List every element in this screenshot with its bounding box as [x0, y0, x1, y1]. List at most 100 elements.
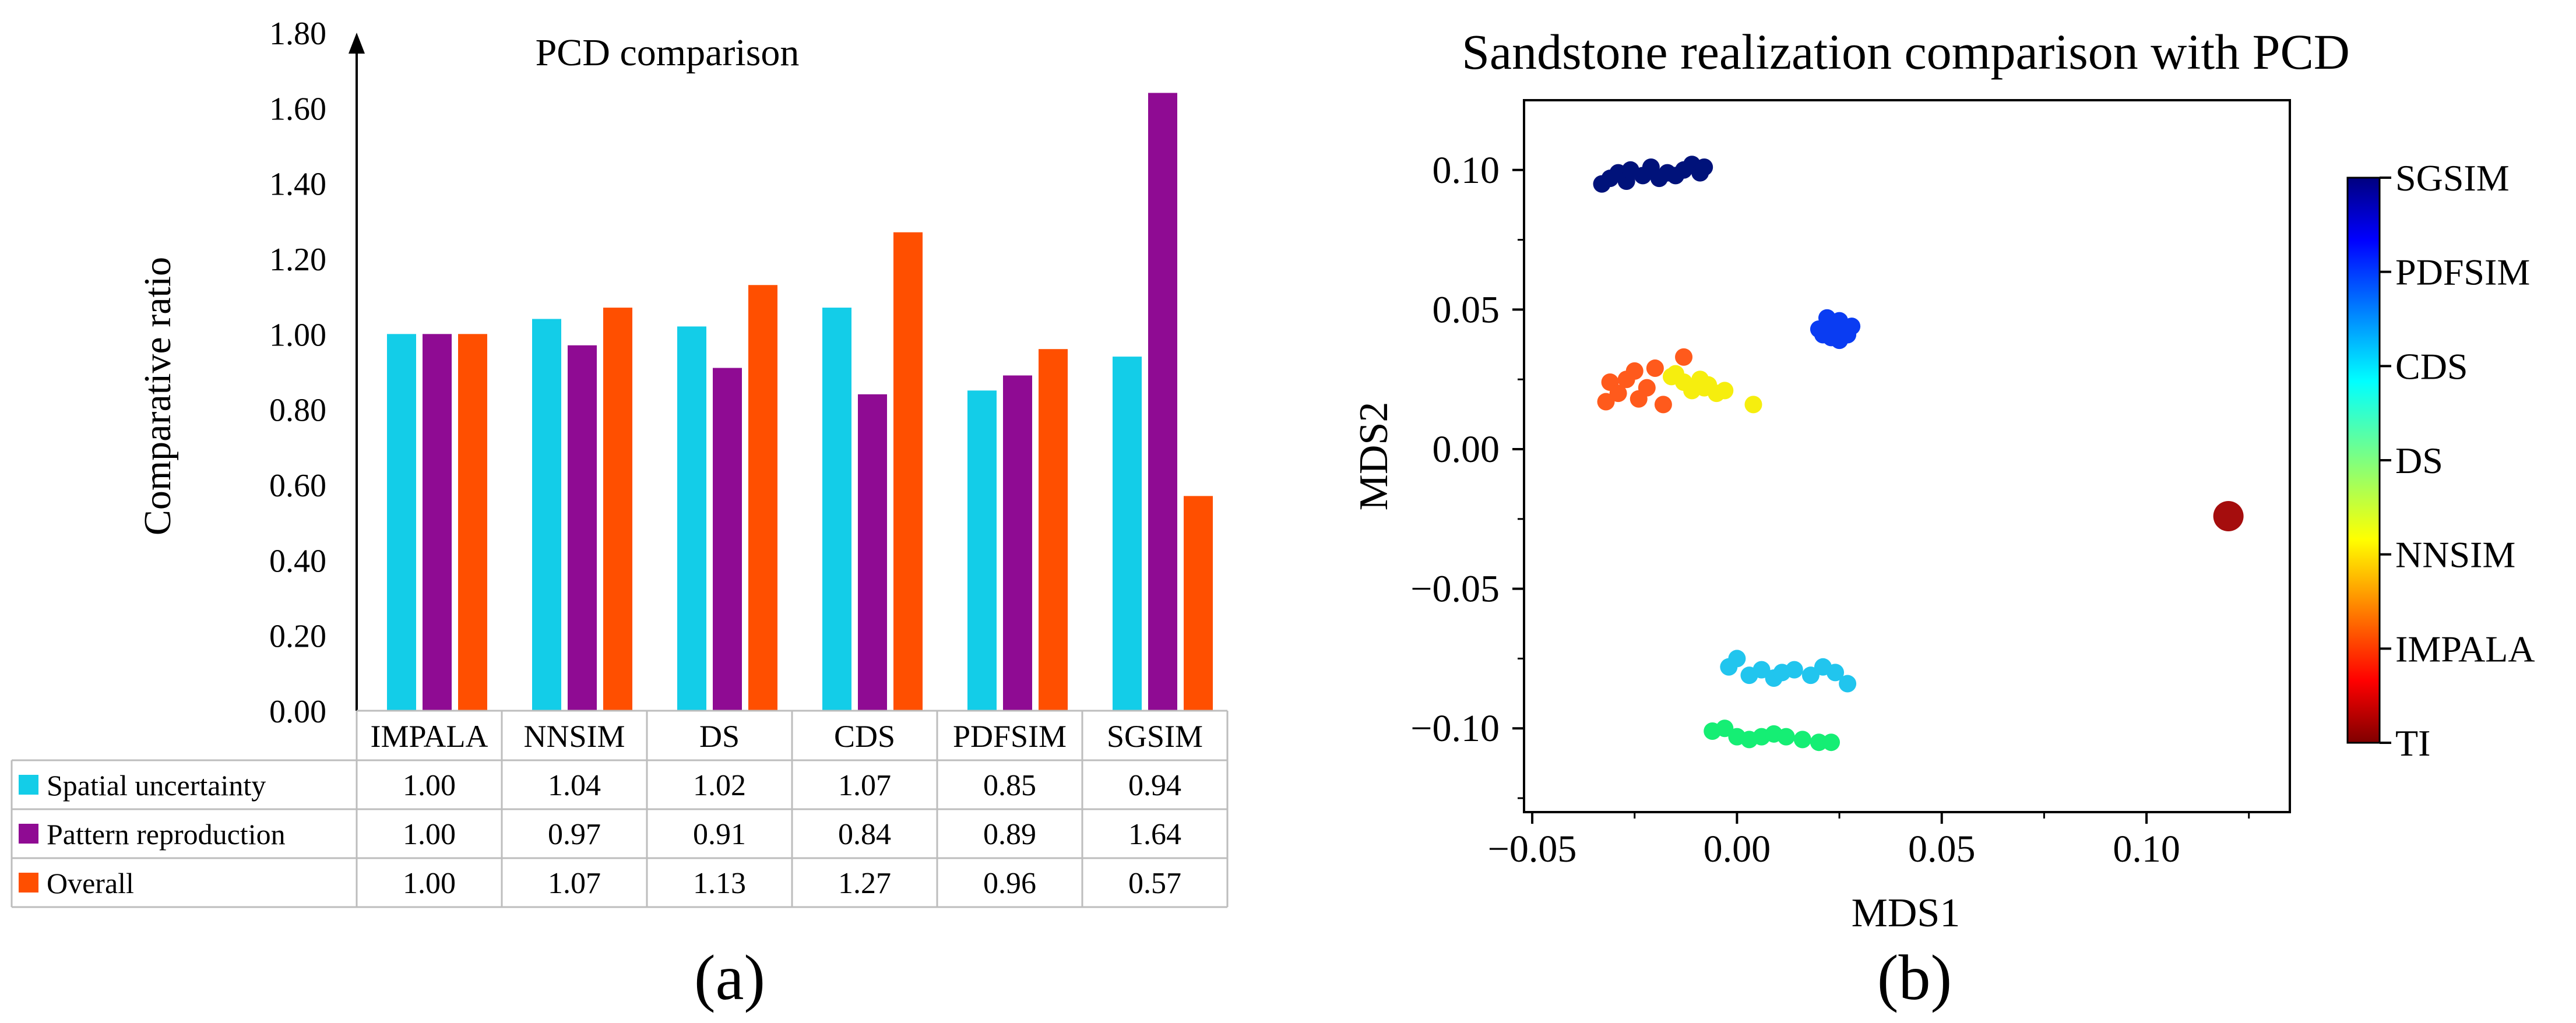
point-sgsim — [1695, 158, 1713, 177]
point-cds — [1827, 664, 1845, 682]
x-tick-label: 0.10 — [2113, 828, 2180, 870]
colorbar-label: TI — [2395, 722, 2430, 764]
point-nnsim — [1716, 382, 1734, 400]
bar-spatial-uncertainty-pdfsim — [967, 390, 997, 711]
y-tick-label: 0.60 — [269, 468, 326, 504]
chart-b-axes: −0.05 0.00 0.05 0.10 0.10 0.05 0.00 −0.05 −0.10 — [1410, 149, 2250, 870]
legend-label: Overall — [47, 867, 134, 899]
point-ti — [2213, 501, 2244, 532]
category-label: PDFSIM — [953, 719, 1067, 754]
chart-a-data-table: IMPALA NNSIM DS CDS PDFSIM SGSIM Spatial uncer… — [10, 710, 1229, 908]
table-cell: 0.91 — [693, 818, 746, 851]
bar-spatial-uncertainty-impala — [387, 334, 416, 711]
legend-swatch — [19, 775, 38, 795]
y-tick-label: 1.80 — [269, 16, 326, 52]
legend-swatch — [19, 873, 38, 893]
chart-a-panel-label: (a) — [694, 942, 765, 1013]
table-cell: 0.94 — [1128, 769, 1181, 802]
colorbar — [2346, 177, 2381, 744]
point-ds — [1716, 719, 1734, 738]
colorbar-labels: SGSIM PDFSIM CDS DS NNSIM IMPALA TI — [2380, 157, 2535, 764]
table-cell: 1.04 — [548, 769, 601, 802]
y-tick-label: 0.10 — [1433, 149, 1500, 192]
point-impala — [1675, 348, 1693, 366]
y-tick-label: −0.05 — [1410, 568, 1500, 611]
y-tick-label: 0.00 — [269, 694, 326, 730]
chart-b-xlabel: MDS1 — [1852, 891, 1961, 936]
table-cell: 1.07 — [838, 769, 891, 802]
point-cds — [1785, 661, 1803, 679]
colorbar-label: PDFSIM — [2395, 252, 2530, 293]
bar-overall-cds — [893, 232, 923, 711]
point-ds — [1793, 731, 1811, 749]
point-ds — [1822, 733, 1840, 752]
colorbar-label: DS — [2395, 440, 2443, 481]
y-tick-label: 0.05 — [1433, 288, 1500, 331]
legend-label: Pattern reproduction — [47, 818, 286, 851]
y-axis-arrow-icon — [349, 33, 365, 54]
point-cds — [1752, 661, 1771, 679]
legend-swatch — [19, 824, 38, 844]
table-cell: 1.13 — [693, 867, 746, 900]
y-tick-label: 1.00 — [269, 317, 326, 353]
chart-a-bars — [387, 93, 1213, 711]
bar-spatial-uncertainty-cds — [822, 308, 851, 711]
table-cell: 1.07 — [548, 867, 601, 900]
point-impala — [1654, 396, 1672, 414]
category-label: CDS — [834, 719, 895, 754]
point-cds — [1728, 650, 1746, 668]
table-cell: 1.00 — [403, 818, 456, 851]
y-tick-label: 0.40 — [269, 543, 326, 579]
bar-pattern-reproduction-nnsim — [568, 345, 597, 711]
chart-b-panel-label: (b) — [1877, 942, 1952, 1013]
point-impala — [1625, 362, 1644, 380]
chart-a-title: PCD comparison — [536, 31, 800, 74]
bar-overall-nnsim — [603, 308, 632, 711]
point-nnsim — [1744, 396, 1762, 414]
bar-overall-ds — [748, 285, 777, 711]
x-tick-label: 0.00 — [1704, 828, 1771, 870]
table-cell: 0.89 — [983, 818, 1036, 851]
category-label: IMPALA — [370, 719, 488, 754]
bar-pattern-reproduction-sgsim — [1148, 93, 1177, 711]
table-cell: 0.85 — [983, 769, 1036, 802]
x-tick-label: −0.05 — [1488, 828, 1577, 870]
table-cell: 0.57 — [1128, 867, 1181, 900]
category-label: DS — [699, 719, 740, 754]
table-cell: 0.84 — [838, 818, 891, 851]
point-nnsim — [1695, 379, 1713, 397]
category-label: NNSIM — [523, 719, 625, 754]
point-cds — [1801, 666, 1820, 685]
point-ds — [1777, 728, 1795, 746]
table-cell: 0.97 — [548, 818, 601, 851]
bar-overall-sgsim — [1184, 496, 1213, 711]
chart-b-ylabel: MDS2 — [1352, 402, 1396, 511]
point-impala — [1597, 393, 1615, 411]
colorbar-label: IMPALA — [2395, 628, 2535, 669]
chart-a-y-axis: 0.00 0.20 0.40 0.60 0.80 1.00 1.20 1.40 1.60 1.80 — [269, 16, 365, 730]
bar-pattern-reproduction-impala — [423, 334, 452, 711]
point-impala — [1638, 379, 1656, 397]
colorbar-label: SGSIM — [2395, 157, 2510, 199]
bar-spatial-uncertainty-ds — [677, 326, 706, 711]
chart-a-ylabel: Comparative ratio — [136, 257, 179, 535]
chart-b-title: Sandstone realization comparison with PC… — [1462, 24, 2350, 80]
table-cell: 0.96 — [983, 867, 1036, 900]
chart-a: PCD comparison Comparative ratio 0.00 0.2… — [10, 16, 1229, 1013]
colorbar-label: NNSIM — [2395, 534, 2515, 576]
bar-spatial-uncertainty-sgsim — [1113, 357, 1142, 711]
y-tick-label: 1.40 — [269, 167, 326, 203]
y-tick-label: −0.10 — [1410, 707, 1500, 750]
table-cell: 1.27 — [838, 867, 891, 900]
chart-b-plot-frame — [1523, 99, 2291, 813]
point-ds — [1810, 733, 1828, 752]
y-tick-label: 0.80 — [269, 393, 326, 429]
bar-pattern-reproduction-ds — [713, 368, 742, 711]
point-cds — [1839, 675, 1857, 693]
chart-b-points — [1593, 156, 2244, 752]
table-cell: 1.64 — [1128, 818, 1181, 851]
bar-overall-pdfsim — [1039, 349, 1068, 711]
y-tick-label: 0.20 — [269, 619, 326, 655]
y-tick-label: 1.60 — [269, 91, 326, 127]
